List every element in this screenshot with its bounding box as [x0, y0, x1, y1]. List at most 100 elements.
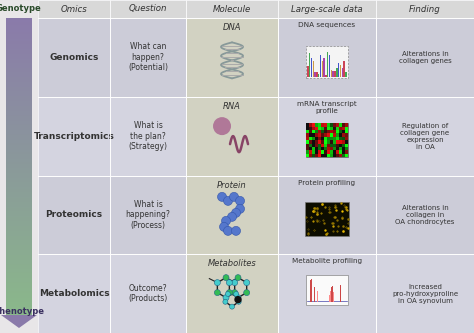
Text: Regulation of
collagen gene
expression
in OA: Regulation of collagen gene expression i…	[401, 123, 449, 150]
Polygon shape	[6, 192, 32, 193]
Polygon shape	[6, 51, 32, 52]
Polygon shape	[6, 130, 32, 131]
Polygon shape	[6, 137, 32, 138]
Polygon shape	[6, 185, 32, 186]
Bar	[327, 130, 330, 133]
Bar	[306, 46, 348, 78]
Polygon shape	[6, 281, 32, 282]
Polygon shape	[6, 70, 32, 71]
Circle shape	[214, 280, 220, 286]
Polygon shape	[6, 200, 32, 201]
Bar	[278, 175, 376, 254]
Bar	[312, 61, 314, 77]
Polygon shape	[6, 26, 32, 27]
Polygon shape	[6, 272, 32, 273]
Polygon shape	[6, 263, 32, 264]
Bar	[38, 0, 110, 18]
Text: RNA: RNA	[223, 102, 241, 111]
Text: DNA: DNA	[223, 23, 241, 32]
Bar	[278, 97, 376, 175]
Circle shape	[221, 216, 230, 225]
Bar	[309, 154, 312, 157]
Polygon shape	[6, 283, 32, 284]
Polygon shape	[6, 92, 32, 93]
Bar	[278, 254, 376, 333]
Bar	[318, 127, 321, 130]
Bar	[110, 175, 186, 254]
Polygon shape	[6, 219, 32, 220]
Bar	[110, 97, 186, 175]
Bar	[312, 154, 315, 157]
Text: What can
happen?
(Potential): What can happen? (Potential)	[128, 43, 168, 72]
Polygon shape	[6, 133, 32, 134]
Polygon shape	[6, 296, 32, 297]
Circle shape	[224, 196, 233, 205]
Polygon shape	[6, 270, 32, 271]
Bar	[309, 53, 310, 77]
Polygon shape	[6, 102, 32, 103]
Bar	[342, 133, 345, 137]
Polygon shape	[6, 47, 32, 48]
Bar	[329, 55, 330, 77]
Polygon shape	[6, 84, 32, 85]
Polygon shape	[6, 267, 32, 268]
Polygon shape	[6, 290, 32, 291]
Bar	[38, 97, 110, 175]
Bar	[306, 147, 309, 150]
Bar	[333, 133, 336, 137]
Polygon shape	[6, 171, 32, 172]
Text: Metabolomics: Metabolomics	[39, 289, 109, 298]
Bar	[307, 66, 309, 77]
Bar	[342, 68, 343, 77]
Polygon shape	[6, 156, 32, 157]
Bar	[309, 130, 312, 133]
Polygon shape	[6, 25, 32, 26]
Polygon shape	[6, 69, 32, 70]
Polygon shape	[6, 236, 32, 237]
Polygon shape	[6, 215, 32, 216]
Polygon shape	[6, 43, 32, 44]
Polygon shape	[6, 60, 32, 61]
Polygon shape	[6, 141, 32, 142]
Bar	[110, 254, 186, 333]
Bar	[330, 147, 333, 150]
Text: Phenotype: Phenotype	[0, 307, 45, 316]
Polygon shape	[6, 245, 32, 246]
Polygon shape	[6, 217, 32, 218]
Circle shape	[227, 280, 232, 286]
Polygon shape	[6, 94, 32, 95]
Polygon shape	[6, 132, 32, 133]
Bar	[333, 144, 336, 147]
Bar	[324, 147, 327, 150]
Bar	[336, 123, 339, 127]
Polygon shape	[6, 139, 32, 140]
Polygon shape	[6, 262, 32, 263]
Circle shape	[231, 226, 240, 235]
Bar	[309, 123, 312, 127]
Bar	[315, 127, 318, 130]
Bar	[339, 133, 342, 137]
Polygon shape	[6, 30, 32, 31]
Bar	[342, 123, 345, 127]
Polygon shape	[6, 195, 32, 196]
Polygon shape	[6, 101, 32, 102]
Bar	[321, 144, 324, 147]
Polygon shape	[6, 209, 32, 210]
Polygon shape	[6, 129, 32, 130]
Bar	[325, 75, 327, 77]
Polygon shape	[6, 74, 32, 75]
Bar	[315, 137, 318, 140]
Bar	[342, 147, 345, 150]
Bar	[312, 123, 315, 127]
Bar	[312, 140, 315, 144]
Bar	[330, 133, 333, 137]
Polygon shape	[6, 125, 32, 126]
Polygon shape	[6, 124, 32, 125]
Bar	[336, 140, 339, 144]
Polygon shape	[6, 72, 32, 73]
Polygon shape	[6, 146, 32, 147]
Text: Alterations in
collagen genes: Alterations in collagen genes	[399, 51, 451, 64]
Polygon shape	[6, 97, 32, 98]
Polygon shape	[6, 294, 32, 295]
Polygon shape	[6, 123, 32, 124]
